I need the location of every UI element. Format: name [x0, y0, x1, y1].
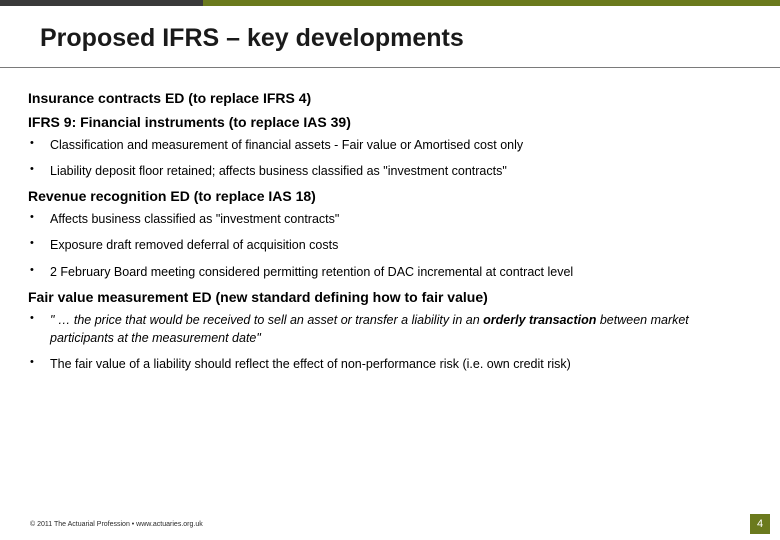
top-accent-dark — [0, 0, 203, 6]
list-item: • " … the price that would be received t… — [28, 311, 750, 347]
section-heading: Revenue recognition ED (to replace IAS 1… — [28, 188, 750, 204]
bullet-icon: • — [28, 210, 50, 226]
top-accent-bar — [0, 0, 780, 6]
page-number: 4 — [757, 518, 763, 530]
bullet-text: Liability deposit floor retained; affect… — [50, 162, 750, 180]
bullet-list: • Affects business classified as "invest… — [28, 210, 750, 280]
page-number-badge: 4 — [750, 514, 770, 534]
bullet-text: The fair value of a liability should ref… — [50, 355, 750, 373]
slide: Proposed IFRS – key developments Insuran… — [0, 0, 780, 540]
list-item: • 2 February Board meeting considered pe… — [28, 263, 750, 281]
bullet-icon: • — [28, 162, 50, 178]
bullet-text: Exposure draft removed deferral of acqui… — [50, 236, 750, 254]
top-accent-olive — [203, 0, 780, 6]
quote-pre: " … the price that would be received to … — [50, 313, 483, 327]
section-heading: Insurance contracts ED (to replace IFRS … — [28, 90, 750, 106]
slide-title: Proposed IFRS – key developments — [0, 6, 780, 67]
bullet-icon: • — [28, 136, 50, 152]
section-heading: IFRS 9: Financial instruments (to replac… — [28, 114, 750, 130]
list-item: • Exposure draft removed deferral of acq… — [28, 236, 750, 254]
bullet-list: • Classification and measurement of fina… — [28, 136, 750, 180]
quote-emph: orderly transaction — [483, 313, 596, 327]
bullet-icon: • — [28, 311, 50, 327]
bullet-text: Classification and measurement of financ… — [50, 136, 750, 154]
list-item: • Affects business classified as "invest… — [28, 210, 750, 228]
bullet-icon: • — [28, 355, 50, 371]
footer-copyright: © 2011 The Actuarial Profession • www.ac… — [30, 521, 203, 528]
bullet-icon: • — [28, 236, 50, 252]
bullet-text: 2 February Board meeting considered perm… — [50, 263, 750, 281]
list-item: • The fair value of a liability should r… — [28, 355, 750, 373]
list-item: • Classification and measurement of fina… — [28, 136, 750, 154]
bullet-text: " … the price that would be received to … — [50, 311, 750, 347]
bullet-icon: • — [28, 263, 50, 279]
bullet-text: Affects business classified as "investme… — [50, 210, 750, 228]
content-area: Insurance contracts ED (to replace IFRS … — [0, 68, 780, 373]
section-heading: Fair value measurement ED (new standard … — [28, 289, 750, 305]
bullet-list: • " … the price that would be received t… — [28, 311, 750, 373]
list-item: • Liability deposit floor retained; affe… — [28, 162, 750, 180]
